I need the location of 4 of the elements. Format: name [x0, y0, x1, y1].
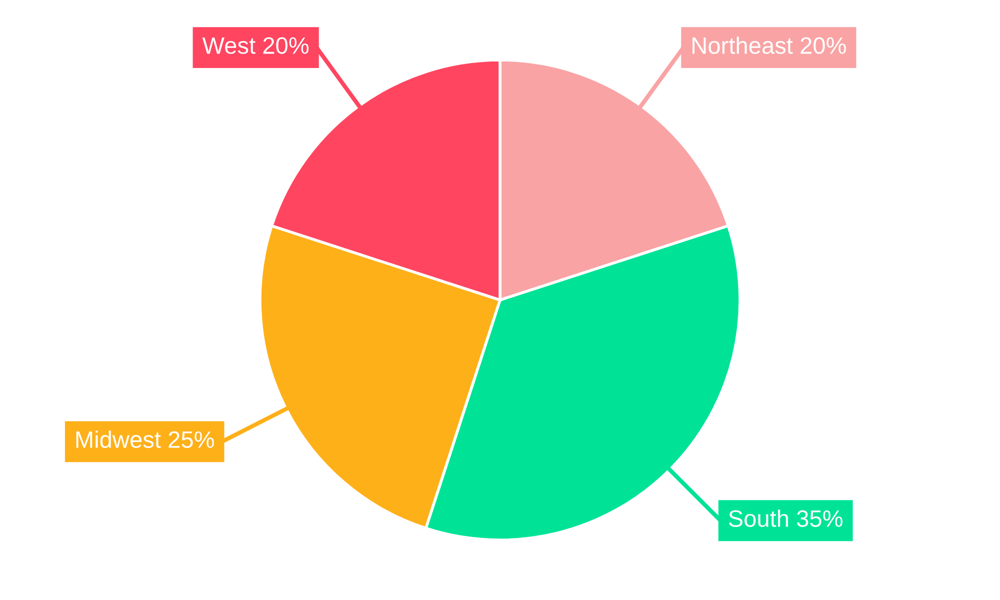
slice-label: West 20% [202, 37, 309, 54]
slice-label: Midwest 25% [76, 430, 214, 448]
slice-label: South 35% [728, 510, 842, 527]
slice-label: Northeast 20% [692, 36, 846, 54]
